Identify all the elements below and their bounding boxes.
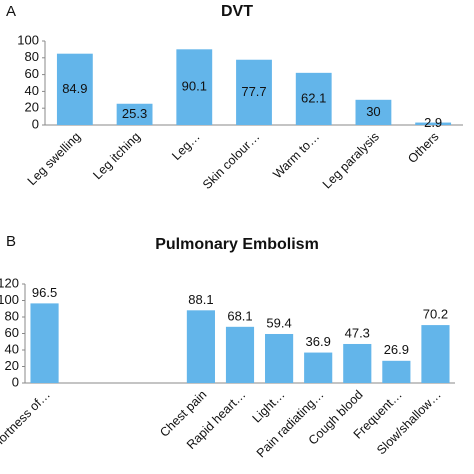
bar: [295, 72, 332, 125]
x-tick-label: Leg paralysis: [320, 130, 382, 192]
data-label: 2.9: [424, 115, 442, 130]
data-label: 25.3: [122, 106, 147, 121]
y-tick-label: 100: [17, 32, 39, 47]
bar: [225, 326, 255, 383]
bar: [382, 360, 411, 383]
data-label: 62.1: [301, 90, 326, 105]
x-tick-label: Leg…: [169, 130, 202, 163]
data-label: 88.1: [188, 292, 213, 307]
x-tick-label: Pain radiating…: [254, 388, 327, 461]
panel-label: B: [6, 233, 16, 250]
data-label: 90.1: [182, 79, 207, 94]
x-tick-label: Leg itching: [90, 130, 143, 183]
x-tick-label: Light…: [250, 388, 288, 426]
data-label: 30: [366, 104, 380, 119]
y-tick-label: 0: [32, 116, 39, 131]
x-tick-label: Warm to…: [270, 130, 322, 182]
data-label: 77.7: [241, 84, 266, 99]
data-label: 36.9: [306, 334, 331, 349]
y-tick-label: 20: [5, 358, 19, 373]
y-tick-label: 80: [5, 308, 19, 323]
data-label: 59.4: [266, 315, 291, 330]
data-label: 70.2: [423, 307, 448, 322]
y-tick-label: 40: [5, 341, 19, 356]
bar: [176, 49, 213, 125]
y-tick-label: 120: [0, 275, 19, 290]
y-tick-label: 20: [25, 100, 39, 115]
x-tick-label: Others: [405, 130, 441, 166]
data-label: 96.5: [32, 285, 57, 300]
bar: [304, 352, 333, 383]
panel-label: A: [6, 3, 16, 20]
x-tick-label: Leg swelling: [25, 130, 84, 189]
chart-title: Pulmonary Embolism: [155, 236, 319, 253]
data-label: 26.9: [384, 342, 409, 357]
y-tick-label: 100: [0, 292, 19, 307]
y-tick-label: 60: [5, 325, 19, 340]
bar: [421, 325, 450, 383]
bar: [343, 343, 372, 383]
bar: [116, 103, 153, 125]
bar: [186, 310, 215, 383]
x-tick-label: Shortness of…: [0, 388, 53, 456]
y-tick-label: 80: [25, 49, 39, 64]
data-label: 68.1: [227, 308, 252, 323]
y-tick-label: 0: [12, 374, 19, 389]
y-tick-label: 60: [25, 66, 39, 81]
chart-title: DVT: [221, 3, 253, 20]
bar: [30, 303, 59, 383]
data-label: 47.3: [345, 325, 370, 340]
bar: [415, 122, 452, 125]
data-label: 84.9: [62, 81, 87, 96]
bar: [236, 59, 272, 126]
y-tick-label: 40: [25, 83, 39, 98]
bar: [355, 99, 392, 125]
x-tick-label: Skin colour…: [200, 130, 262, 192]
bar: [265, 333, 294, 383]
bar: [56, 53, 93, 125]
